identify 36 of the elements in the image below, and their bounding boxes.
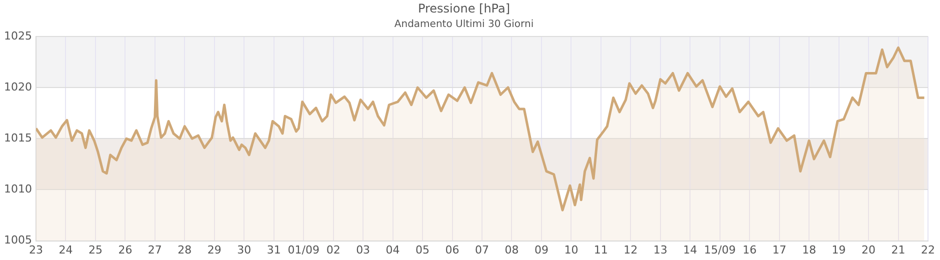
x-tick-label: 15/09 [704,243,736,256]
x-tick-label: 28 [178,243,192,256]
y-tick-label: 1025 [4,29,32,42]
y-tick-label: 1010 [4,182,32,196]
x-tick-label: 03 [356,243,370,256]
x-tick-label: 13 [653,243,668,256]
x-tick-label: 10 [564,243,578,256]
chart-subtitle: Andamento Ultimi 30 Giorni [394,18,534,30]
x-tick-label: 02 [326,243,340,256]
y-tick-label: 1015 [4,131,32,144]
x-tick-label: 27 [148,243,162,256]
x-tick-label: 25 [88,243,102,256]
x-tick-label: 16 [742,243,757,256]
x-tick-label: 18 [802,243,816,256]
x-tick-label: 19 [832,243,846,256]
x-tick-label: 04 [386,243,400,256]
x-tick-label: 31 [266,243,281,256]
y-tick-label: 1020 [4,80,32,94]
x-tick-label: 30 [237,243,252,256]
x-tick-label: 06 [445,243,460,256]
x-tick-label: 29 [207,243,222,256]
x-tick-label: 22 [921,243,935,256]
x-tick-label: 09 [534,243,548,256]
x-tick-label: 26 [118,243,132,256]
chart-title: Pressione [hPa] [418,1,510,16]
x-tick-label: 08 [504,243,519,256]
x-tick-label: 14 [683,243,698,256]
x-tick-label: 17 [772,243,786,256]
x-tick-label: 01/09 [288,243,320,256]
x-tick-label: 05 [416,243,430,256]
x-tick-label: 07 [474,243,489,256]
x-tick-label: 20 [862,243,876,256]
x-tick-label: 12 [624,243,638,256]
x-tick-label: 11 [594,243,608,256]
x-tick-label: 21 [891,243,906,256]
x-tick-label: 24 [58,243,73,256]
